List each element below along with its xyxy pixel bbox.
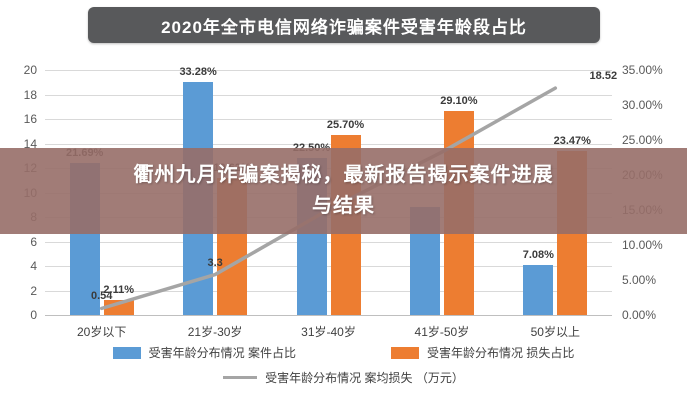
loss-bar-label: 25.70%: [326, 119, 365, 132]
overlay-text-line1: 衢州九月诈骗案揭秘，最新报告揭示案件进展: [133, 164, 554, 186]
avg-loss-point-label: 3.3: [207, 256, 223, 269]
legend-row-2: 受害年龄分布情况 案均损失 （万元）: [0, 369, 687, 386]
x-axis-line: [45, 315, 612, 316]
loss-legend-label: 受害年龄分布情况 损失占比: [427, 346, 575, 360]
gridline: [45, 119, 612, 120]
legend-item-loss: 受害年龄分布情况 损失占比: [391, 344, 574, 361]
loss-bar-label: 2.11%: [103, 284, 134, 297]
x-axis-label-2: 31岁-40岁: [301, 325, 356, 339]
x-axis-label-0: 20岁以下: [77, 325, 127, 339]
right-axis-tick: 0.00%: [622, 308, 657, 322]
legend-row-1: 受害年龄分布情况 案件占比 受害年龄分布情况 损失占比: [0, 344, 687, 361]
left-axis-tick: 20: [23, 63, 37, 77]
gridline: [45, 70, 612, 71]
news-overlay-banner: 衢州九月诈骗案揭秘，最新报告揭示案件进展 与结果: [0, 148, 687, 234]
loss-bar-label: 29.10%: [440, 95, 478, 108]
cases-legend-label: 受害年龄分布情况 案件占比: [148, 346, 296, 360]
legend-item-cases: 受害年龄分布情况 案件占比: [112, 344, 296, 361]
cases-bar-label: 33.28%: [179, 66, 217, 79]
gridline: [45, 143, 612, 145]
gridline: [45, 290, 612, 292]
left-axis-tick: 6: [30, 234, 37, 249]
left-axis-tick: 4: [30, 259, 37, 273]
avg-loss-point-label: 0.54: [90, 290, 113, 303]
left-axis-tick: 16: [23, 112, 37, 126]
avg-loss-point-label: 18.52: [589, 70, 618, 83]
right-axis-tick: 25.00%: [622, 133, 663, 147]
avg-loss-legend-swatch: [223, 376, 258, 379]
left-axis-tick: 14: [23, 136, 37, 151]
cases-legend-swatch: [112, 346, 141, 359]
legend-item-avg-loss: 受害年龄分布情况 案均损失 （万元）: [223, 369, 464, 386]
right-axis-tick: 5.00%: [622, 273, 657, 287]
loss-legend-swatch: [391, 346, 419, 359]
cases-bar-label: 7.08%: [522, 249, 554, 262]
right-axis-tick: 35.00%: [622, 63, 663, 77]
overlay-text-line2: 与结果: [312, 195, 375, 217]
cases-bar-50岁以上: [523, 265, 554, 315]
chart-title: 2020年全市电信网络诈骗案件受害年龄段占比: [88, 7, 600, 43]
right-axis-tick: 10.00%: [622, 238, 663, 252]
loss-bar-label: 23.47%: [553, 134, 591, 147]
gridline: [45, 241, 612, 243]
avg-loss-legend-label: 受害年龄分布情况 案均损失 （万元）: [265, 371, 464, 385]
gridline: [45, 94, 612, 96]
left-axis-tick: 18: [23, 87, 37, 102]
x-axis-label-3: 41岁-50岁: [414, 325, 470, 339]
left-axis-tick: 0: [30, 308, 37, 322]
gridline: [45, 266, 612, 267]
right-axis-tick: 30.00%: [622, 98, 663, 112]
x-axis-label-4: 50岁以上: [530, 325, 580, 339]
left-axis-tick: 2: [30, 283, 37, 298]
x-axis-label-1: 21岁-30岁: [187, 325, 243, 339]
